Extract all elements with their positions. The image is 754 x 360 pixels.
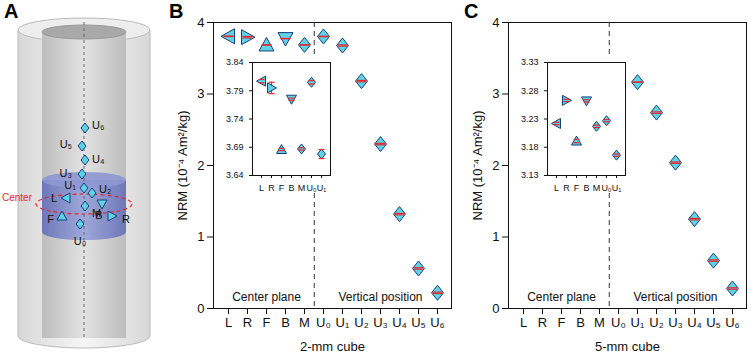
svg-text:U₃: U₃ [668,315,683,330]
svg-text:3: 3 [197,86,204,101]
svg-text:U₅: U₅ [411,315,426,330]
svg-text:3.13: 3.13 [521,170,539,180]
svg-text:3.84: 3.84 [226,57,244,67]
svg-text:3.79: 3.79 [226,86,244,96]
svg-text:L: L [520,315,527,330]
svg-text:L: L [554,183,559,192]
svg-text:5-mm cube: 5-mm cube [595,339,660,354]
html-text:A: A [4,0,19,22]
svg-text:F: F [279,183,285,192]
svg-text:3.33: 3.33 [521,57,539,67]
html-text:B: B [169,0,184,22]
svg-text:R: R [243,315,252,330]
svg-text:3.74: 3.74 [226,114,244,124]
svg-text:U₁: U₁ [631,315,645,330]
svg-text:U₁: U₁ [317,183,327,192]
svg-text:U₂: U₂ [354,315,368,330]
svg-text:U₆: U₆ [92,119,104,131]
svg-text:L: L [259,183,264,192]
svg-text:0: 0 [492,301,499,316]
svg-text:B: B [576,315,585,330]
svg-text:U₂: U₂ [99,183,111,195]
svg-text:0: 0 [197,301,204,316]
svg-text:U₀: U₀ [601,183,611,192]
svg-text:Vertical position: Vertical position [633,290,717,304]
svg-text:Center: Center [2,192,33,203]
svg-text:U₀: U₀ [316,315,331,330]
svg-text:2: 2 [492,158,499,173]
svg-text:U₁: U₁ [336,315,350,330]
svg-text:Vertical position: Vertical position [338,290,422,304]
svg-text:M: M [299,315,310,330]
svg-text:U₄: U₄ [92,153,105,165]
svg-text:U₅: U₅ [706,315,721,330]
svg-text:2: 2 [197,158,204,173]
svg-text:M: M [594,315,605,330]
svg-text:B: B [583,183,589,192]
svg-text:NRM (10⁻⁴ Am²/kg): NRM (10⁻⁴ Am²/kg) [470,111,485,221]
svg-text:B: B [281,315,290,330]
svg-text:U₀: U₀ [611,315,626,330]
svg-text:3.64: 3.64 [226,170,244,180]
svg-text:4: 4 [197,15,204,30]
svg-text:3.69: 3.69 [226,142,244,152]
svg-text:R: R [563,183,570,192]
svg-text:Center plane: Center plane [527,290,596,304]
svg-text:3.18: 3.18 [521,142,539,152]
svg-text:F: F [263,315,271,330]
svg-text:M: M [593,183,601,192]
svg-text:F: F [574,183,580,192]
svg-text:Center plane: Center plane [232,290,301,304]
svg-text:U₂: U₂ [649,315,663,330]
svg-text:1: 1 [197,229,204,244]
svg-text:U₆: U₆ [725,315,740,330]
svg-text:R: R [268,183,275,192]
svg-text:M: M [92,207,101,219]
svg-text:R: R [538,315,547,330]
svg-text:1: 1 [492,229,499,244]
svg-text:U₅: U₅ [60,138,72,150]
svg-text:U₄: U₄ [392,315,407,330]
svg-text:U₆: U₆ [430,315,445,330]
svg-text:U₀: U₀ [74,235,87,247]
html-text:C: C [464,0,479,22]
svg-text:3.28: 3.28 [521,86,539,96]
svg-text:M: M [298,183,306,192]
svg-text:3.23: 3.23 [521,114,539,124]
svg-text:U₃: U₃ [60,167,72,179]
svg-text:3: 3 [492,86,499,101]
svg-text:R: R [122,213,130,225]
svg-text:U₁: U₁ [612,183,622,192]
svg-text:2-mm cube: 2-mm cube [300,339,365,354]
svg-text:U₄: U₄ [687,315,702,330]
svg-text:U₁: U₁ [64,179,76,191]
svg-text:U₃: U₃ [373,315,388,330]
svg-text:L: L [225,315,232,330]
svg-text:F: F [558,315,566,330]
svg-text:F: F [47,213,54,225]
svg-text:L: L [51,192,57,204]
svg-text:4: 4 [492,15,499,30]
svg-text:NRM (10⁻⁴ Am²/kg): NRM (10⁻⁴ Am²/kg) [175,111,190,221]
svg-text:U₀: U₀ [306,183,316,192]
svg-text:B: B [288,183,294,192]
